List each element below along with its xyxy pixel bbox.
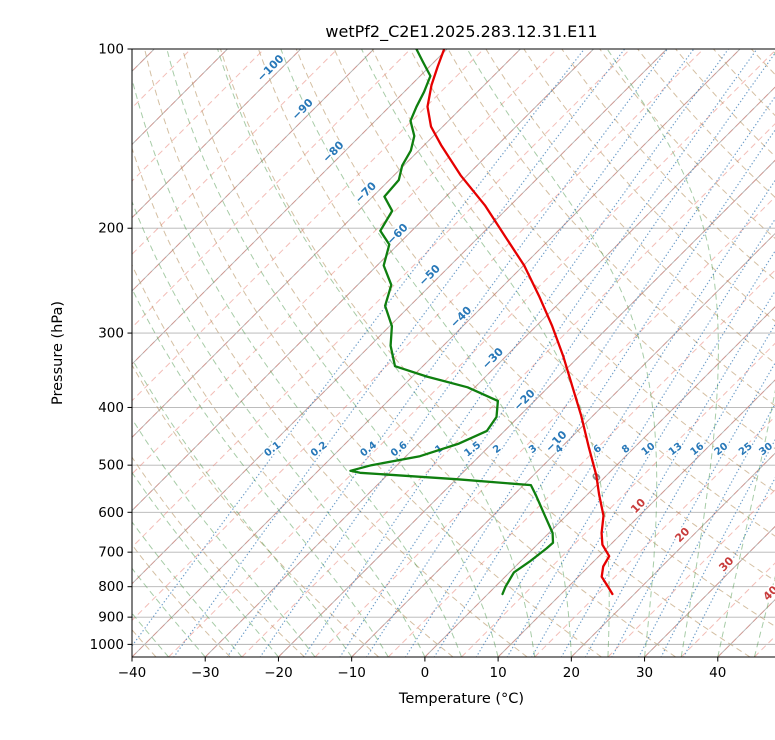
svg-text:−40: −40 (118, 665, 147, 681)
svg-text:400: 400 (98, 400, 124, 416)
svg-text:20: 20 (563, 665, 580, 681)
y-tick-labels: 100 200 300 400 500 600 700 800 900 1000 (90, 42, 132, 653)
svg-text:0.2: 0.2 (309, 440, 330, 460)
svg-text:300: 300 (98, 326, 124, 342)
svg-text:40: 40 (761, 583, 775, 603)
svg-text:−70: −70 (352, 179, 379, 206)
svg-text:1000: 1000 (90, 637, 124, 653)
isotherms-solid (40, 49, 775, 657)
svg-text:25: 25 (737, 441, 755, 458)
svg-text:−20: −20 (264, 665, 293, 681)
svg-text:2: 2 (491, 443, 503, 456)
svg-text:−10: −10 (337, 665, 366, 681)
svg-text:700: 700 (98, 545, 124, 561)
axes-frame (132, 49, 775, 657)
svg-text:800: 800 (98, 579, 124, 595)
svg-text:10: 10 (490, 665, 507, 681)
svg-text:600: 600 (98, 505, 124, 521)
svg-text:−50: −50 (416, 262, 443, 289)
svg-text:100: 100 (98, 42, 124, 58)
svg-text:40: 40 (709, 665, 726, 681)
svg-text:3: 3 (527, 443, 539, 456)
svg-text:0.1: 0.1 (262, 440, 283, 460)
x-tick-labels: −40−30−20−1001020304050 (118, 657, 775, 681)
svg-text:30: 30 (636, 665, 653, 681)
x-axis-label: Temperature (°C) (132, 691, 775, 707)
skewt-plot-svg: −100−90−80−70−60−50−40−30−20−10102030400… (40, 16, 775, 724)
svg-text:20: 20 (713, 441, 731, 458)
svg-text:200: 200 (98, 221, 124, 237)
svg-text:10: 10 (628, 496, 648, 516)
mixing-ratio-lines (124, 49, 775, 657)
svg-text:−30: −30 (191, 665, 220, 681)
svg-text:6: 6 (592, 443, 604, 456)
y-axis-label: Pressure (hPa) (50, 301, 66, 405)
svg-text:−30: −30 (480, 345, 507, 372)
svg-text:−90: −90 (289, 96, 316, 123)
svg-text:−40: −40 (448, 304, 475, 331)
skewt-figure: wetPf2_C2E1.2025.283.12.31.E11 −100−90−8… (40, 16, 775, 724)
svg-text:16: 16 (689, 441, 707, 458)
svg-text:20: 20 (672, 525, 692, 545)
svg-text:900: 900 (98, 610, 124, 626)
svg-text:8: 8 (620, 443, 632, 456)
svg-text:1.5: 1.5 (462, 440, 483, 460)
svg-text:0.4: 0.4 (358, 440, 379, 460)
svg-text:0: 0 (421, 665, 430, 681)
svg-text:500: 500 (98, 458, 124, 474)
svg-text:10: 10 (640, 441, 658, 458)
svg-text:13: 13 (667, 441, 685, 458)
